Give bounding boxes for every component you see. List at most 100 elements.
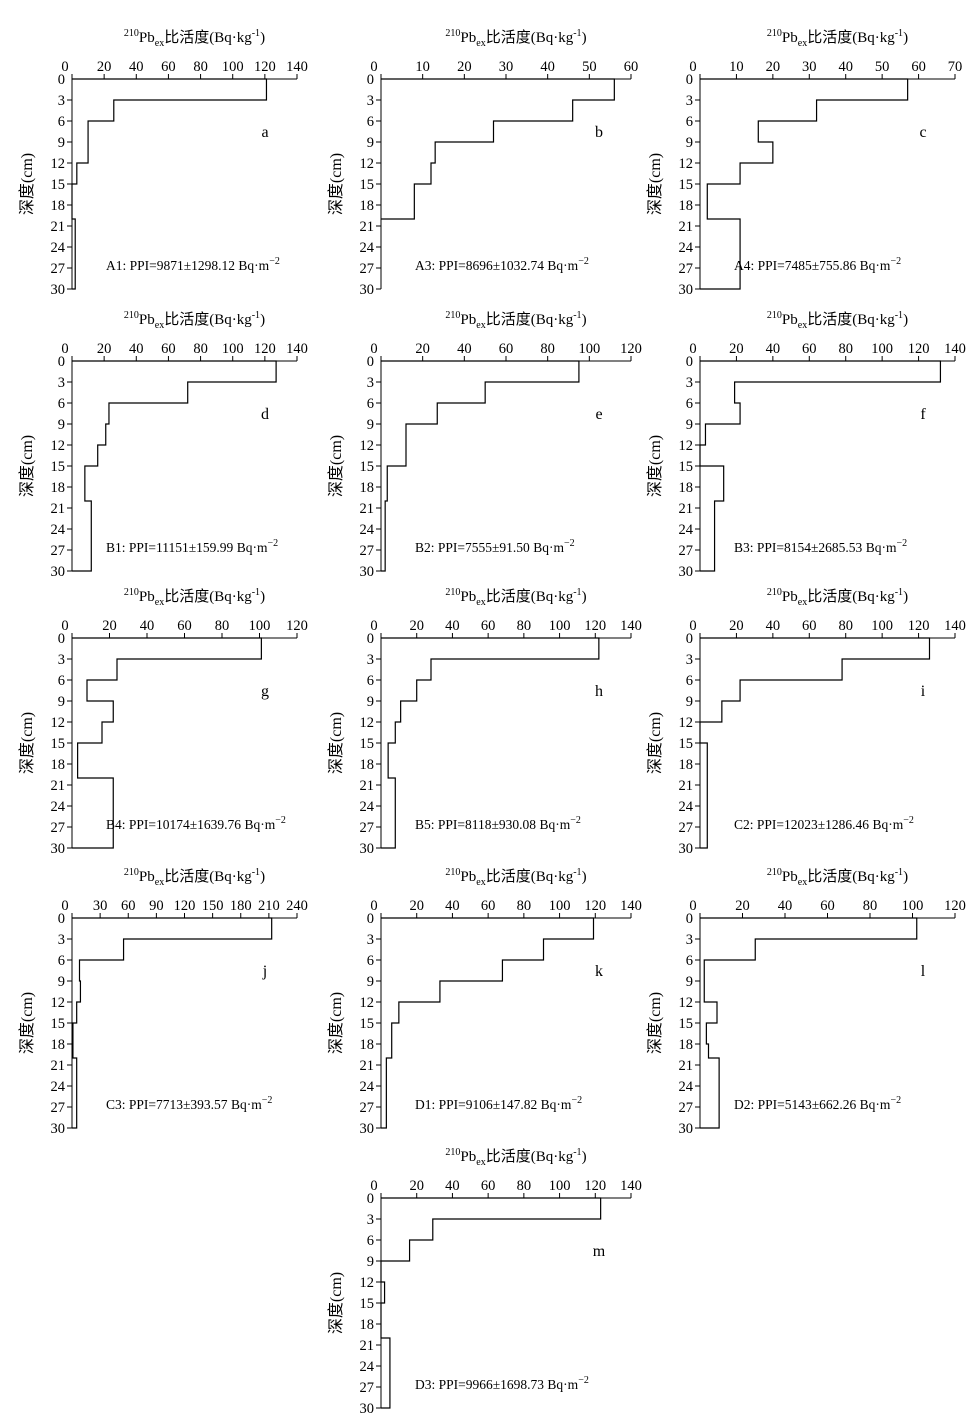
x-axis-title-exp: -1 (252, 587, 260, 598)
x-tick-label: 90 (149, 898, 164, 914)
y-tick-label: 24 (679, 1079, 694, 1095)
y-tick-label: 18 (679, 757, 694, 773)
x-tick-label: 120 (254, 59, 276, 75)
x-axis-title-close: ) (582, 589, 587, 605)
y-tick-label: 15 (51, 1016, 66, 1032)
x-tick-label: 30 (802, 59, 817, 75)
y-tick-label: 12 (360, 438, 375, 454)
ppi-annotation: D1: PPI=9106±147.82 Bq·m−2 (415, 1095, 582, 1112)
ppi-site: C3: (106, 1097, 129, 1112)
x-tick-label: 20 (766, 59, 781, 75)
x-tick-label: 100 (222, 59, 244, 75)
x-tick-label: 50 (875, 59, 890, 75)
x-axis-title: 210Pbex比活度(Bq·kg-1) (445, 587, 586, 608)
y-tick-label: 15 (360, 177, 375, 193)
x-tick-label: 80 (215, 618, 230, 634)
x-tick-label: 20 (415, 341, 430, 357)
x-axis-title-exp: -1 (573, 867, 581, 878)
x-axis-title-sub: ex (155, 38, 164, 49)
x-axis-title-base: Pb (139, 312, 155, 328)
ppi-unit: Bq·m (237, 540, 268, 555)
x-axis-title-close: ) (582, 30, 587, 46)
series-line (699, 360, 942, 572)
series-line (381, 78, 615, 220)
ppi-exp: −2 (267, 538, 278, 549)
ppi-site: D2: (734, 1097, 758, 1112)
ppi-annotation: B2: PPI=7555±91.50 Bq·m−2 (415, 538, 575, 555)
x-axis-title-close: ) (903, 30, 908, 46)
y-tick-label: 27 (679, 543, 694, 559)
x-tick-label: 0 (370, 59, 377, 75)
panel-letter: h (595, 683, 603, 700)
x-tick-label: 100 (549, 898, 571, 914)
y-tick-label: 27 (51, 1100, 66, 1116)
y-tick-label: 15 (51, 177, 66, 193)
x-tick-label: 100 (549, 618, 571, 634)
x-tick-label: 120 (584, 1178, 606, 1194)
x-axis-title-base: Pb (782, 30, 798, 46)
ppi-site: B2: (415, 540, 438, 555)
panel-letter: d (261, 406, 269, 423)
x-tick-label: 20 (729, 618, 744, 634)
y-tick-label: 24 (360, 522, 375, 538)
ppi-exp: −2 (890, 1095, 901, 1106)
y-tick-label: 18 (51, 198, 66, 214)
y-tick-label: 24 (679, 522, 694, 538)
x-axis-title-base: Pb (782, 869, 798, 885)
x-axis-title-base: Pb (139, 589, 155, 605)
x-axis-title-exp: -1 (895, 587, 903, 598)
x-axis-title-exp: -1 (573, 1147, 581, 1158)
x-tick-label: 100 (871, 341, 893, 357)
ppi-value: PPI=5143±662.26 (758, 1097, 860, 1112)
y-tick-label: 24 (51, 799, 66, 815)
chart-panel-c: 210Pbex比活度(Bq·kg-1) 0 10 20 30 40 50 60 70 0 3 6 9 12… (646, 28, 962, 298)
x-tick-label: 20 (97, 59, 112, 75)
panel-letter: i (921, 683, 926, 700)
y-tick-label: 15 (679, 177, 694, 193)
y-tick-label: 3 (58, 932, 65, 948)
ppi-exp: −2 (578, 256, 589, 267)
x-axis-title-sub: ex (798, 320, 807, 331)
ppi-annotation: D2: PPI=5143±662.26 Bq·m−2 (734, 1095, 901, 1112)
x-tick-label: 150 (202, 898, 224, 914)
x-axis-title-sup: 210 (445, 310, 460, 321)
ppi-exp: −2 (571, 1095, 582, 1106)
ppi-value: PPI=8154±2685.53 (757, 540, 866, 555)
x-axis-title-sub: ex (155, 597, 164, 608)
y-axis-label: 深度(cm) (646, 992, 664, 1054)
ppi-unit: Bq·m (539, 817, 570, 832)
x-tick-label: 210 (258, 898, 280, 914)
y-tick-label: 9 (367, 135, 374, 151)
y-tick-label: 6 (367, 1233, 374, 1249)
y-tick-label: 24 (51, 240, 66, 256)
x-axis-title-sup: 210 (124, 28, 139, 39)
ppi-site: A3: (415, 258, 439, 273)
y-tick-label: 0 (367, 72, 374, 88)
chart-panel-e: 210Pbex比活度(Bq·kg-1) 0 20 40 60 80 100 120 0 3 6 9 12… (327, 310, 642, 580)
y-tick-label: 12 (51, 438, 66, 454)
chart-panel-m: 210Pbex比活度(Bq·kg-1) 0 20 40 60 80 100 120 140 0 3 6… (327, 1147, 642, 1417)
x-tick-label: 60 (820, 898, 835, 914)
ppi-annotation: C2: PPI=12023±1286.46 Bq·m−2 (734, 815, 914, 832)
y-tick-label: 24 (360, 240, 375, 256)
x-axis-title-sub: ex (798, 597, 807, 608)
y-tick-label: 3 (367, 652, 374, 668)
y-tick-label: 18 (679, 198, 694, 214)
y-tick-label: 6 (686, 953, 693, 969)
x-tick-label: 80 (838, 618, 853, 634)
x-tick-label: 60 (802, 618, 817, 634)
y-tick-label: 15 (51, 459, 66, 475)
ppi-unit: Bq·m (547, 1377, 578, 1392)
y-tick-label: 30 (51, 564, 66, 580)
x-tick-label: 240 (286, 898, 308, 914)
y-axis-label: 深度(cm) (646, 435, 664, 497)
y-tick-label: 9 (367, 1254, 374, 1270)
series-line (72, 637, 262, 849)
y-tick-label: 9 (367, 974, 374, 990)
series-line (700, 78, 909, 290)
y-tick-label: 9 (686, 694, 693, 710)
x-tick-label: 40 (838, 59, 853, 75)
y-tick-label: 0 (367, 1191, 374, 1207)
x-axis-title-close: ) (903, 869, 908, 885)
series-line (700, 917, 918, 1129)
